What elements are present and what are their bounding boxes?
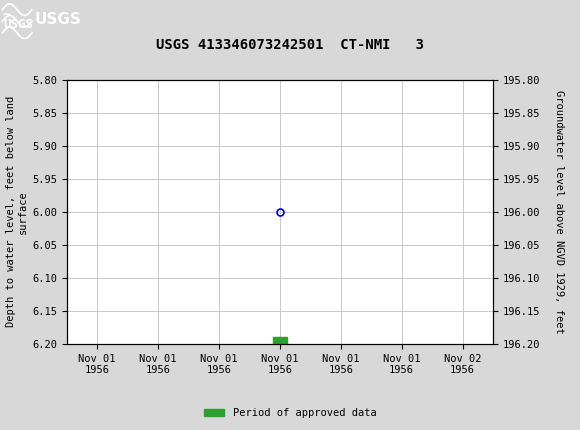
- Text: ~
USGS: ~ USGS: [3, 7, 33, 31]
- Y-axis label: Groundwater level above NGVD 1929, feet: Groundwater level above NGVD 1929, feet: [554, 90, 564, 334]
- Y-axis label: Depth to water level, feet below land
surface: Depth to water level, feet below land su…: [6, 96, 28, 327]
- Legend: Period of approved data: Period of approved data: [200, 404, 380, 423]
- Text: USGS 413346073242501  CT-NMI   3: USGS 413346073242501 CT-NMI 3: [156, 38, 424, 52]
- Text: USGS: USGS: [35, 12, 82, 27]
